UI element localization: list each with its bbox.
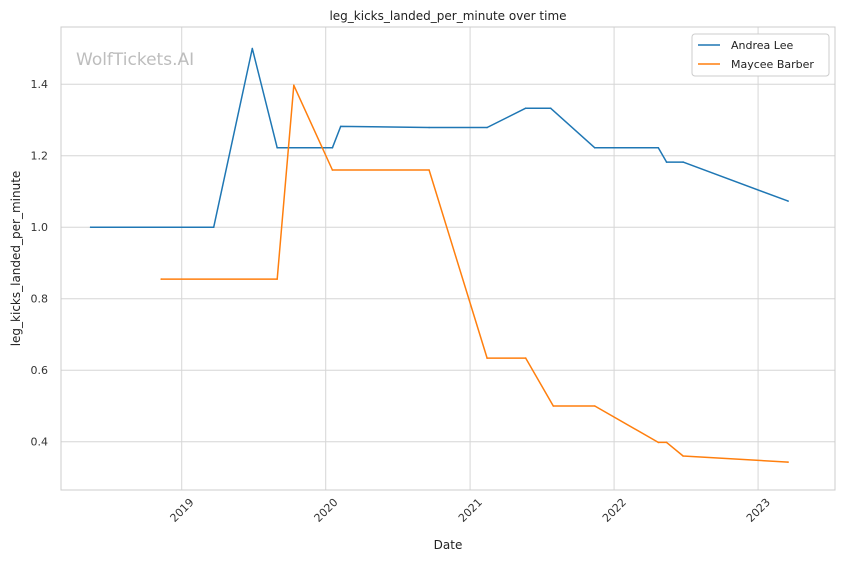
watermark-logo: WolfTickets.AI: [76, 50, 194, 70]
y-tick-label: 0.6: [31, 364, 49, 377]
data-point-maycee-barber: [594, 405, 596, 407]
legend-label-andrea-lee: Andrea Lee: [731, 39, 793, 52]
data-point-andrea-lee: [787, 200, 789, 202]
data-point-andrea-lee: [594, 147, 596, 149]
data-point-andrea-lee: [89, 226, 92, 228]
y-tick-label: 1.4: [31, 78, 49, 91]
chart-title: leg_kicks_landed_per_minute over time: [329, 9, 566, 23]
data-point-andrea-lee: [665, 161, 668, 163]
data-point-maycee-barber: [428, 169, 430, 171]
data-point-andrea-lee: [682, 161, 684, 163]
data-point-andrea-lee: [251, 47, 254, 50]
data-point-andrea-lee: [428, 126, 430, 129]
y-tick-label: 0.8: [31, 293, 49, 306]
data-point-andrea-lee: [339, 125, 342, 128]
data-point-maycee-barber: [524, 357, 527, 359]
data-point-maycee-barber: [331, 169, 334, 171]
data-point-maycee-barber: [160, 278, 162, 280]
data-point-maycee-barber: [682, 455, 684, 457]
legend: Andrea Lee Maycee Barber: [691, 33, 830, 77]
data-point-andrea-lee: [486, 126, 488, 129]
plot-frame: [60, 26, 836, 491]
data-point-andrea-lee: [276, 147, 279, 149]
y-tick-label: 1.2: [31, 150, 49, 163]
legend-label-maycee-barber: Maycee Barber: [731, 58, 814, 71]
legend-box: [691, 33, 830, 77]
data-point-maycee-barber: [657, 441, 660, 444]
data-point-maycee-barber: [787, 461, 789, 463]
y-tick-label: 0.4: [31, 436, 49, 449]
data-point-maycee-barber: [552, 405, 555, 407]
series-lines: [89, 47, 789, 463]
data-point-andrea-lee: [549, 107, 552, 109]
x-axis-title: Date: [434, 538, 463, 552]
data-point-andrea-lee: [524, 107, 527, 109]
data-point-maycee-barber: [665, 441, 668, 444]
data-point-andrea-lee: [212, 226, 215, 228]
data-point-andrea-lee: [331, 147, 334, 149]
data-point-maycee-barber: [486, 357, 488, 359]
y-axis-title: leg_kicks_landed_per_minute: [9, 171, 23, 347]
data-point-maycee-barber: [293, 84, 295, 87]
data-point-andrea-lee: [657, 147, 660, 149]
y-tick-label: 1.0: [31, 221, 49, 234]
data-point-maycee-barber: [276, 278, 279, 280]
